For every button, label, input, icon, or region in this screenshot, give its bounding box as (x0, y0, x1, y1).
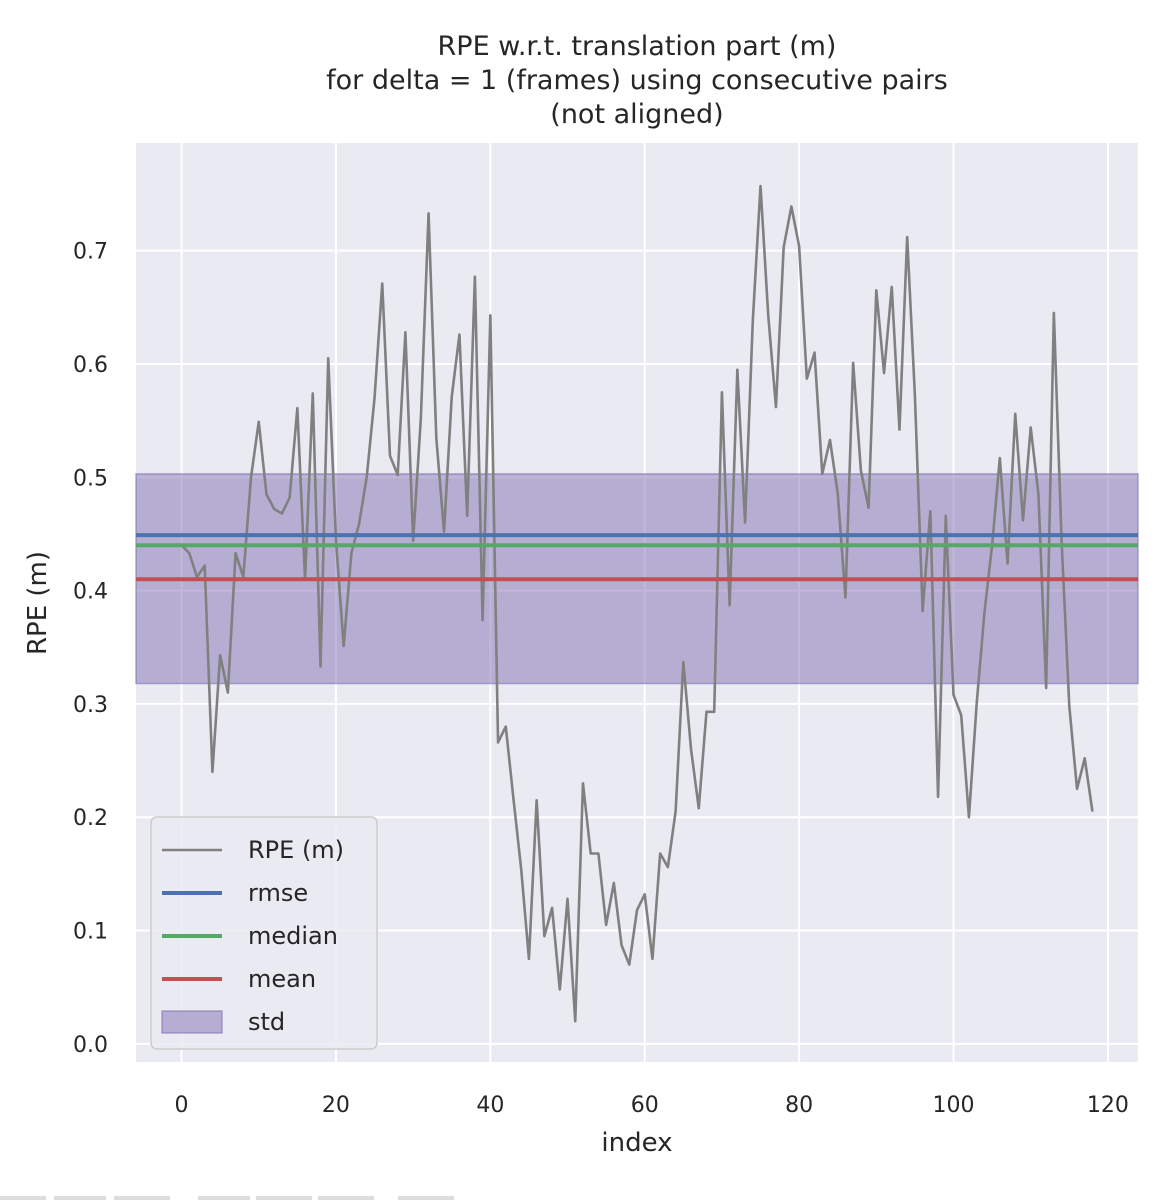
x-tick-label: 20 (322, 1093, 350, 1118)
x-tick-label: 40 (476, 1093, 504, 1118)
y-tick-label: 0.2 (73, 806, 108, 831)
legend-label: mean (248, 965, 316, 993)
legend-box (150, 816, 378, 1050)
legend: RPE (m) rmse median mean std (150, 816, 378, 1050)
rpe-series-line (180, 184, 1094, 1023)
bottom-strip-segment (0, 1196, 46, 1200)
y-tick-label: 0.7 (73, 240, 108, 265)
y-axis-label: RPE (m) (23, 551, 53, 655)
y-tick-label: 0.5 (73, 466, 108, 491)
legend-label: std (248, 1008, 285, 1036)
x-tick-label: 0 (175, 1093, 189, 1118)
y-tick-label: 0.6 (73, 353, 108, 378)
legend-label: rmse (248, 879, 308, 907)
y-tick-labels: 0.0 0.1 0.2 0.3 0.4 0.5 0.6 0.7 (73, 240, 108, 1058)
chart-title-line: for delta = 1 (frames) using consecutive… (326, 65, 948, 96)
legend-swatch-std (161, 1010, 223, 1034)
legend-label: median (248, 922, 338, 950)
chart-title: RPE w.r.t. translation part (m)for delta… (326, 31, 948, 130)
x-tick-label: 120 (1087, 1093, 1129, 1118)
bottom-strip-segment (318, 1196, 374, 1200)
bottom-strip-segment (398, 1196, 454, 1200)
chart-marks (135, 184, 1139, 1023)
y-tick-label: 0.0 (73, 1033, 108, 1058)
y-tick-label: 0.3 (73, 693, 108, 718)
x-tick-label: 100 (933, 1093, 975, 1118)
x-tick-labels: 0 20 40 60 80 100 120 (175, 1093, 1129, 1118)
x-tick-label: 80 (785, 1093, 813, 1118)
bottom-strip-segment (256, 1196, 312, 1200)
chart-title-line: RPE w.r.t. translation part (m) (438, 31, 837, 62)
bottom-strip-segment (54, 1196, 106, 1200)
legend-label: RPE (m) (248, 836, 344, 864)
chart-title-line: (not aligned) (550, 99, 723, 130)
x-axis-label: index (601, 1128, 672, 1158)
x-tick-label: 60 (631, 1093, 659, 1118)
bottom-strip-segment (198, 1196, 250, 1200)
y-tick-label: 0.1 (73, 920, 108, 945)
y-tick-label: 0.4 (73, 580, 108, 605)
bottom-strip-segment (114, 1196, 170, 1200)
